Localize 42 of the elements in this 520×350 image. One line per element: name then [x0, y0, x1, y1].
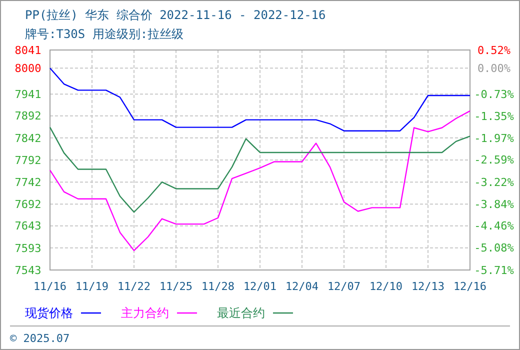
x-tick-label: 12/01 — [243, 280, 277, 293]
chart-subtitle: 牌号:T30S 用途级别:拉丝级 — [25, 27, 184, 41]
legend-label: 最近合约 — [217, 306, 265, 320]
x-tick-label: 11/28 — [201, 280, 235, 293]
y-tick-label: 7692 — [14, 198, 42, 212]
y-tick-label: 7892 — [14, 110, 42, 123]
y2-tick-label: -0.73% — [474, 88, 514, 101]
y2-tick-label: 0.52% — [477, 44, 511, 57]
y-tick-label: 7742 — [14, 176, 42, 189]
y-tick-label: 8041 — [14, 44, 42, 57]
x-tick-label: 11/19 — [75, 280, 109, 293]
x-tick-label: 12/16 — [453, 280, 487, 293]
y2-tick-label: -4.46% — [474, 220, 514, 233]
x-tick-label: 12/10 — [369, 280, 403, 293]
y2-tick-label: -5.08% — [474, 242, 514, 255]
legend-label: 主力合约 — [121, 306, 169, 320]
x-tick-label: 11/25 — [159, 280, 193, 293]
legend-label: 现货价格 — [25, 306, 73, 320]
text: © 2025.07 — [10, 332, 70, 345]
line-series — [49, 68, 471, 132]
y-tick-label: 7792 — [14, 154, 42, 167]
y2-tick-label: -3.84% — [474, 198, 514, 211]
y2-tick-label: -2.59% — [474, 154, 514, 167]
y2-tick-label: -5.71% — [474, 264, 514, 277]
y-tick-label: 7543 — [14, 264, 42, 277]
line-series — [49, 126, 471, 213]
y-tick-label: 8000 — [14, 62, 42, 75]
y-tick-label: 7941 — [14, 88, 42, 102]
y-tick-label: 7593 — [14, 242, 42, 255]
x-tick-label: 12/13 — [411, 280, 445, 293]
chart-title: PP(拉丝) 华东 综合价 2022-11-16 - 2022-12-16 — [25, 8, 326, 22]
x-tick-label: 11/16 — [33, 280, 67, 293]
x-tick-label: 11/22 — [117, 280, 151, 293]
y-tick-label: 7643 — [14, 220, 42, 233]
y2-tick-label: -3.22% — [474, 176, 514, 189]
x-tick-label: 12/04 — [285, 280, 319, 293]
y2-tick-label: -1.97% — [474, 132, 514, 145]
y2-tick-label: -1.35% — [474, 110, 514, 123]
x-tick-label: 12/07 — [327, 280, 361, 293]
line-series — [49, 110, 471, 252]
y-tick-label: 7842 — [14, 132, 42, 145]
y2-tick-label: 0.00% — [477, 62, 511, 76]
